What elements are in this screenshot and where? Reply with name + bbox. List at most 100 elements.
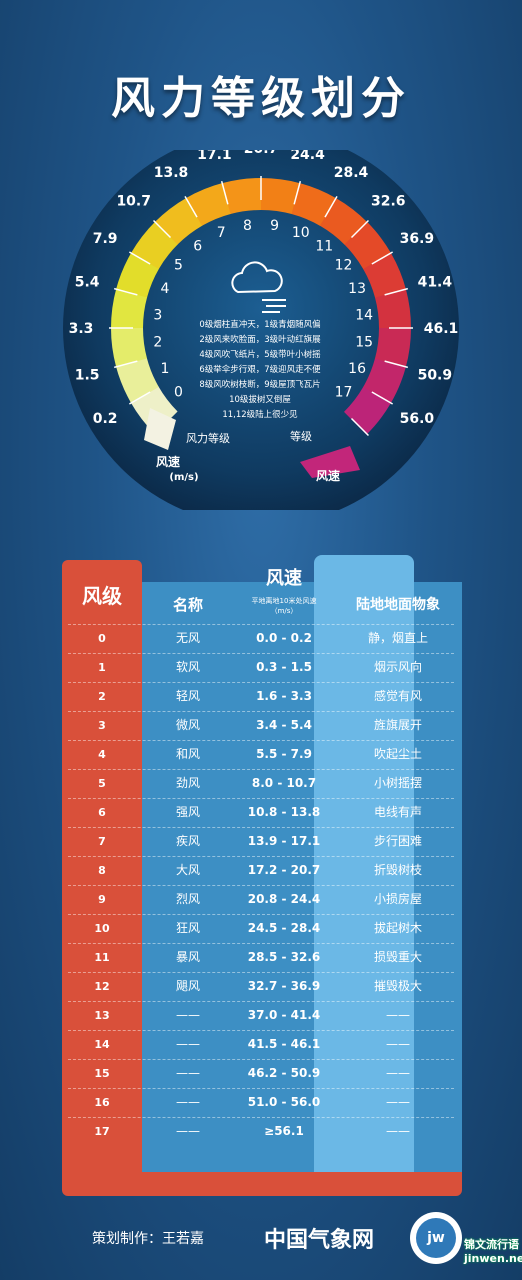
gauge-arc-segment <box>374 289 411 329</box>
cell-phenomenon: 步行困难 <box>373 834 422 848</box>
gauge-speed-label: 56.0 <box>400 411 435 427</box>
table-row: 9 烈风 20.8 - 24.4 小损房屋 <box>62 885 462 914</box>
gauge-speed-label: 3.3 <box>69 321 94 337</box>
cell-speed: ≥56.1 <box>264 1124 304 1138</box>
cell-phenomenon: 小损房屋 <box>373 892 422 906</box>
cell-phenomenon: 烟示风向 <box>373 660 422 674</box>
table-row: 3 微风 3.4 - 5.4 旌旗展开 <box>62 711 462 740</box>
cell-phenomenon: 旌旗展开 <box>373 718 422 732</box>
gauge-speed-label: 36.9 <box>400 231 435 247</box>
header-speed: 风速 <box>266 568 302 589</box>
table-row: 1 软风 0.3 - 1.5 烟示风向 <box>62 653 462 682</box>
cell-phenomenon: 折毁树枝 <box>373 863 422 877</box>
cell-phenomenon: —— <box>386 1066 410 1080</box>
cell-speed: 10.8 - 13.8 <box>247 805 321 819</box>
gauge-level-label: 8 <box>243 218 252 234</box>
gauge-tick <box>293 180 302 205</box>
row-separator <box>68 1030 454 1031</box>
table-row: 10 狂风 24.5 - 28.4 拔起树木 <box>62 914 462 943</box>
cell-speed: 8.0 - 10.7 <box>251 776 317 790</box>
table-row: 14 —— 41.5 - 46.1 —— <box>62 1030 462 1059</box>
row-separator <box>68 740 454 741</box>
gauge-tick <box>324 195 338 218</box>
row-separator <box>68 1088 454 1089</box>
cell-name: 暴风 <box>175 950 200 964</box>
gauge-arc-segment <box>261 178 301 215</box>
cell-speed: 41.5 - 46.1 <box>247 1037 321 1051</box>
row-separator <box>68 624 454 625</box>
header-phenomenon: 陆地地面物象 <box>356 597 440 613</box>
row-separator <box>68 972 454 973</box>
speed-pointer-right <box>300 446 360 478</box>
row-separator <box>68 1117 454 1118</box>
cell-level: 13 <box>94 1009 110 1022</box>
cloud-wind-icon <box>231 261 286 313</box>
cell-name: 飓风 <box>175 979 200 993</box>
cell-name: 狂风 <box>175 921 200 935</box>
gauge-tick <box>128 251 151 265</box>
cell-name: 劲风 <box>175 776 200 790</box>
cell-level: 0 <box>98 632 106 645</box>
legend-line: 0级烟柱直冲天，1级青烟随风偏 <box>199 320 321 330</box>
gauge-level-label: 1 <box>160 361 169 377</box>
gauge-tick <box>384 360 409 369</box>
cell-name: 无风 <box>175 631 200 645</box>
table-row: 11 暴风 28.5 - 32.6 损毁重大 <box>62 943 462 972</box>
gauge-speed-label: 1.5 <box>75 368 100 384</box>
cell-level: 8 <box>98 864 106 877</box>
gauge-speed-label: 13.8 <box>154 165 189 181</box>
cell-speed: 13.9 - 17.1 <box>247 834 321 848</box>
gauge-arc-segment <box>111 288 148 328</box>
cell-level: 17 <box>94 1125 110 1138</box>
gauge-level-label: 13 <box>348 281 366 297</box>
row-separator <box>68 798 454 799</box>
cell-level: 16 <box>94 1096 110 1109</box>
gauge-tick <box>350 219 370 239</box>
speed-unit-left: (m/s) <box>169 472 198 483</box>
gauge-arc-segment <box>115 357 159 403</box>
table-row: 16 —— 51.0 - 56.0 —— <box>62 1088 462 1117</box>
table-row: 4 和风 5.5 - 7.9 吹起尘土 <box>62 740 462 769</box>
table-row: 17 —— ≥56.1 —— <box>62 1117 462 1146</box>
row-separator <box>68 943 454 944</box>
cell-speed: 17.2 - 20.7 <box>247 863 321 877</box>
gauge-speed-labels: 0.21.53.35.47.910.713.817.120.724.428.43… <box>69 150 459 427</box>
watermark: 锦文流行语 jinwen.net <box>464 1238 522 1266</box>
gauge-speed-label: 46.1 <box>424 321 459 337</box>
row-separator <box>68 653 454 654</box>
gauge-level-label: 5 <box>174 258 183 274</box>
gauge-speed-label: 5.4 <box>75 274 100 290</box>
cell-name: —— <box>176 1037 200 1051</box>
table-row: 0 无风 0.0 - 0.2 静，烟直上 <box>62 624 462 653</box>
cell-phenomenon: 吹起尘土 <box>373 747 422 761</box>
gauge-speed-label: 28.4 <box>334 165 369 181</box>
speed-pointer-left <box>144 408 176 450</box>
gauge-level-label: 11 <box>315 238 333 254</box>
cell-level: 12 <box>94 980 110 993</box>
table-row: 8 大风 17.2 - 20.7 折毁树枝 <box>62 856 462 885</box>
gauge-speed-label: 32.6 <box>371 194 406 210</box>
legend-line: 2级风来吹脸面，3级叶动红旗展 <box>199 335 321 345</box>
gauge-arc-segment <box>374 328 412 368</box>
cell-level: 2 <box>98 690 106 703</box>
gauge-arc-segment <box>111 327 148 367</box>
gauge-tick <box>371 251 394 265</box>
gauge-speed-label: 17.1 <box>197 150 232 163</box>
cell-speed: 3.4 - 5.4 <box>256 718 312 732</box>
gauge-level-label: 9 <box>270 218 279 234</box>
cell-level: 1 <box>98 661 106 674</box>
cell-level: 6 <box>98 806 106 819</box>
cell-phenomenon: 损毁重大 <box>373 950 422 964</box>
table-row: 13 —— 37.0 - 41.4 —— <box>62 1001 462 1030</box>
header-speed-unit: （m/s） <box>270 607 298 615</box>
cell-speed: 51.0 - 56.0 <box>247 1095 321 1109</box>
level-column-bg <box>62 560 142 1194</box>
legend-line: 6级举伞步行艰，7级迎风走不便 <box>199 365 321 375</box>
gauge-level-label: 17 <box>335 384 353 400</box>
cell-level: 15 <box>94 1067 110 1080</box>
cell-phenomenon: 电线有声 <box>373 805 422 819</box>
cell-name: —— <box>176 1124 200 1138</box>
speed-column-bg <box>314 555 414 1172</box>
cell-name: —— <box>176 1095 200 1109</box>
